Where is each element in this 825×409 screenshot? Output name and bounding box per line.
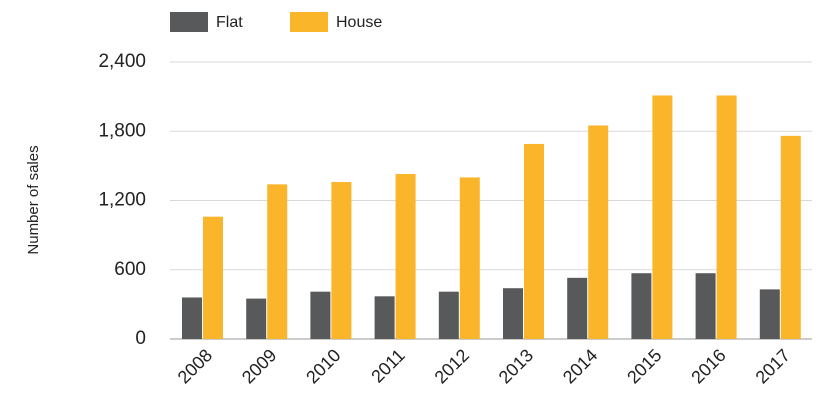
bar	[438, 291, 459, 339]
bar	[246, 298, 267, 339]
bar	[780, 135, 801, 339]
bar	[182, 297, 202, 339]
bar	[631, 273, 652, 339]
bar	[374, 296, 395, 339]
x-tick-label: 2012	[431, 345, 473, 387]
bar	[652, 95, 673, 340]
x-tick-label: 2014	[559, 345, 601, 387]
legend-label: House	[336, 14, 382, 31]
bar	[524, 143, 544, 339]
y-tick-label: 2,400	[98, 51, 146, 72]
x-tick-label: 2009	[238, 345, 280, 387]
bar	[567, 277, 588, 339]
legend-swatch	[170, 12, 208, 32]
x-tick-label: 2016	[687, 345, 729, 387]
bar	[588, 125, 609, 340]
legend-label: Flat	[216, 14, 243, 31]
x-tick-label: 2013	[495, 345, 537, 387]
bar	[395, 173, 416, 339]
y-axis-label: Number of sales	[25, 145, 42, 254]
bar	[310, 291, 331, 339]
bar	[267, 184, 288, 339]
x-tick-label: 2008	[174, 345, 216, 387]
legend-swatch	[290, 12, 328, 32]
x-tick-label: 2011	[367, 345, 409, 387]
bar	[503, 288, 523, 339]
y-tick-label: 0	[135, 328, 146, 349]
bar	[459, 177, 480, 339]
y-tick-label: 600	[114, 259, 146, 280]
y-tick-label: 1,200	[98, 190, 146, 211]
x-tick-label: 2010	[302, 345, 344, 387]
x-tick-label: 2015	[623, 345, 665, 387]
bar	[203, 216, 223, 339]
bar	[695, 273, 716, 339]
bar	[716, 95, 737, 340]
bar	[331, 182, 352, 339]
bar	[759, 289, 780, 339]
y-tick-label: 1,800	[98, 120, 146, 141]
x-tick-label: 2017	[752, 345, 794, 387]
